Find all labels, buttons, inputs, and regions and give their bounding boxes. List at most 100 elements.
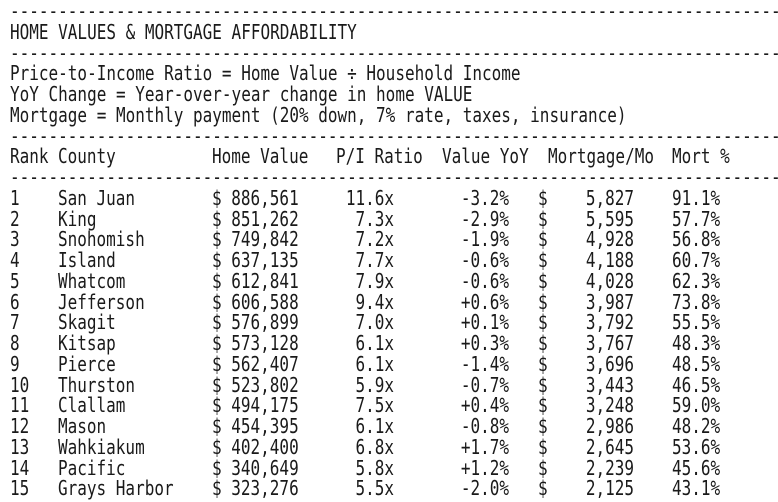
cell-mortgage-amount: 5,595 <box>585 206 634 231</box>
header-pi-ratio: P/I Ratio <box>336 144 423 169</box>
cell-value-yoy: +0.1% <box>460 310 509 335</box>
table-row: 14 Pacific $ 340,649 5.8x +1.2% $2,239 45.6% <box>0 456 778 482</box>
cell-value-yoy: +0.6% <box>460 289 509 314</box>
cell-county: Grays Harbor <box>58 476 174 501</box>
cell-rank: 12 <box>10 414 30 439</box>
cell-mort-pct: 48.3% <box>672 331 721 356</box>
table-row: 3 Snohomish $ 749,842 7.2x -1.9% $4,928 56.8% <box>0 228 778 254</box>
divider: ----------------------------------------… <box>10 0 778 24</box>
cell-mort-pct: 55.5% <box>672 310 721 335</box>
cell-mortgage-amount: 4,928 <box>585 227 634 252</box>
table-row: 9 Pierce $ 562,407 6.1x -1.4% $3,696 48.5% <box>0 352 778 378</box>
cell-value-yoy: +1.7% <box>460 435 509 459</box>
cell-home-value: $ 851,262 <box>212 206 299 231</box>
table-row: 7 Skagit $ 576,899 7.0x +0.1% $3,792 55.5% <box>0 311 778 337</box>
cell-value-yoy: -2.9% <box>460 206 509 231</box>
cell-home-value: $ 886,561 <box>212 186 299 210</box>
cell-value-yoy: -0.7% <box>460 372 509 397</box>
cell-mort-pct: 60.7% <box>672 248 721 273</box>
cell-mortgage-amount: 2,125 <box>585 476 634 501</box>
cell-pi-ratio: 6.1x <box>355 352 394 376</box>
cell-value-yoy: +0.3% <box>460 331 509 356</box>
cell-mortgage-dollar-sign: $ <box>538 352 548 376</box>
cell-rank: 14 <box>10 455 30 480</box>
cell-mortgage-dollar-sign: $ <box>538 331 548 356</box>
cell-mortgage-amount: 3,443 <box>585 372 634 397</box>
cell-county: Wahkiakum <box>58 435 145 459</box>
cell-rank: 7 <box>10 310 20 335</box>
cell-rank: 6 <box>10 289 20 314</box>
cell-home-value: $ 606,588 <box>212 289 299 314</box>
cell-county: Snohomish <box>58 227 145 252</box>
cell-value-yoy: +0.4% <box>460 393 509 418</box>
cell-home-value: $ 402,400 <box>212 435 299 459</box>
table-row: 11 Clallam $ 494,175 7.5x +0.4% $3,248 59.0% <box>0 394 778 420</box>
cell-county: Jefferson <box>58 289 145 314</box>
table-row: 2 King $ 851,262 7.3x -2.9% $5,595 57.7% <box>0 207 778 233</box>
cell-value-yoy: -0.8% <box>460 414 509 439</box>
cell-county: Clallam <box>58 393 126 418</box>
table-header: Rank County Home Value P/I Ratio Value YoY Mo… <box>0 145 778 171</box>
cell-value-yoy: -1.9% <box>460 227 509 252</box>
cell-county: Skagit <box>58 310 116 335</box>
note-yoy-change: YoY Change = Year-over-year change in ho… <box>10 82 473 107</box>
cell-mortgage-dollar-sign: $ <box>538 476 548 501</box>
cell-rank: 11 <box>10 393 30 418</box>
cell-pi-ratio: 7.5x <box>355 393 394 418</box>
cell-rank: 3 <box>10 227 20 252</box>
note-price-to-income: Price-to-Income Ratio = Home Value ÷ Hou… <box>10 61 521 86</box>
cell-pi-ratio: 5.8x <box>355 455 394 480</box>
cell-home-value: $ 340,649 <box>212 455 299 480</box>
cell-county: Thurston <box>58 372 136 397</box>
divider: ----------------------------------------… <box>10 165 778 190</box>
cell-home-value: $ 523,802 <box>212 372 299 397</box>
cell-mortgage-dollar-sign: $ <box>538 414 548 439</box>
cell-rank: 9 <box>10 352 20 376</box>
table-row: 1 San Juan $ 886,561 11.6x -3.2% $5,827 91.1% <box>0 186 778 212</box>
cell-value-yoy: -2.0% <box>460 476 509 501</box>
cell-mortgage-amount: 2,986 <box>585 414 634 439</box>
cell-home-value: $ 612,841 <box>212 269 299 293</box>
cell-value-yoy: -3.2% <box>460 186 509 210</box>
table-row: 15 Grays Harbor $ 323,276 5.5x -2.0% $2,125 43… <box>0 477 778 502</box>
cell-home-value: $ 576,899 <box>212 310 299 335</box>
cell-county: Island <box>58 248 116 273</box>
cell-pi-ratio: 7.0x <box>355 310 394 335</box>
cell-mortgage-amount: 3,767 <box>585 331 634 356</box>
cell-mortgage-dollar-sign: $ <box>538 393 548 418</box>
cell-value-yoy: -1.4% <box>460 352 509 376</box>
cell-rank: 5 <box>10 269 20 293</box>
cell-pi-ratio: 7.9x <box>355 269 394 293</box>
cell-mortgage-dollar-sign: $ <box>538 248 548 273</box>
cell-mortgage-dollar-sign: $ <box>538 269 548 293</box>
cell-pi-ratio: 6.8x <box>355 435 394 459</box>
cell-mort-pct: 53.6% <box>672 435 721 459</box>
cell-mortgage-dollar-sign: $ <box>538 289 548 314</box>
table-row: 13 Wahkiakum $ 402,400 6.8x +1.7% $2,645 53.6% <box>0 435 778 461</box>
cell-county: San Juan <box>58 186 136 210</box>
cell-pi-ratio: 5.5x <box>355 476 394 501</box>
table-row: 6 Jefferson $ 606,588 9.4x +0.6% $3,987 73.8% <box>0 290 778 316</box>
header-home-value: Home Value <box>212 144 309 169</box>
cell-mortgage-dollar-sign: $ <box>538 435 548 459</box>
cell-mortgage-dollar-sign: $ <box>538 206 548 231</box>
cell-home-value: $ 637,135 <box>212 248 299 273</box>
cell-home-value: $ 573,128 <box>212 331 299 356</box>
table-body: 1 San Juan $ 886,561 11.6x -3.2% $5,827 91.1% … <box>0 186 778 502</box>
cell-county: Whatcom <box>58 269 126 293</box>
cell-mortgage-amount: 3,987 <box>585 289 634 314</box>
cell-pi-ratio: 7.3x <box>355 206 394 231</box>
cell-rank: 8 <box>10 331 20 356</box>
cell-mortgage-amount: 5,827 <box>585 186 634 210</box>
cell-mortgage-dollar-sign: $ <box>538 372 548 397</box>
cell-mort-pct: 46.5% <box>672 372 721 397</box>
cell-mortgage-amount: 2,239 <box>585 455 634 480</box>
table-row: 5 Whatcom $ 612,841 7.9x -0.6% $4,028 62.3% <box>0 269 778 295</box>
cell-pi-ratio: 7.2x <box>355 227 394 252</box>
header-value-yoy: Value YoY <box>442 144 529 169</box>
cell-home-value: $ 749,842 <box>212 227 299 252</box>
cell-county: Pacific <box>58 455 126 480</box>
cell-pi-ratio: 5.9x <box>355 372 394 397</box>
cell-county: King <box>58 206 97 231</box>
